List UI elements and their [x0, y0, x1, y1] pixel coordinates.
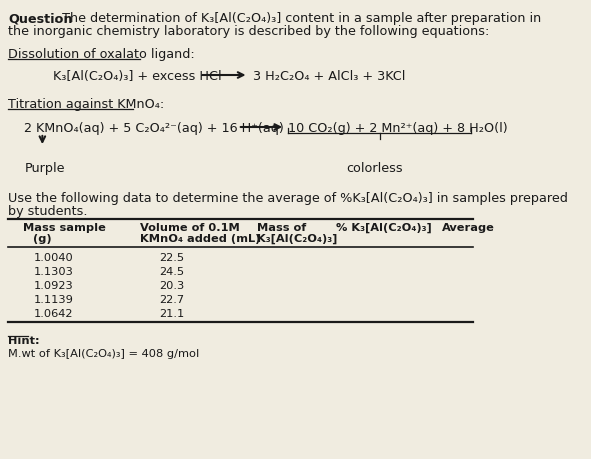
Text: 22.5: 22.5: [160, 252, 185, 263]
Text: KMnO₄ added (mL): KMnO₄ added (mL): [140, 234, 261, 243]
Text: Mass sample: Mass sample: [23, 223, 106, 233]
Text: . The determination of K₃[Al(C₂O₄)₃] content in a sample after preparation in: . The determination of K₃[Al(C₂O₄)₃] con…: [50, 12, 541, 25]
Text: K₃[Al(C₂O₄)₃]: K₃[Al(C₂O₄)₃]: [256, 234, 337, 244]
Text: colorless: colorless: [346, 162, 403, 174]
Text: Hint:: Hint:: [8, 335, 40, 345]
Text: Average: Average: [442, 223, 495, 233]
Text: 1.0040: 1.0040: [34, 252, 74, 263]
Text: 1.1303: 1.1303: [34, 266, 74, 276]
Text: Volume of 0.1M: Volume of 0.1M: [140, 223, 240, 233]
Text: Dissolution of oxalato ligand:: Dissolution of oxalato ligand:: [8, 48, 195, 61]
Text: % K₃[Al(C₂O₄)₃]: % K₃[Al(C₂O₄)₃]: [336, 223, 431, 233]
Text: 1.1139: 1.1139: [34, 294, 74, 304]
Text: 21.1: 21.1: [160, 308, 185, 318]
Text: 10 CO₂(g) + 2 Mn²⁺(aq) + 8 H₂O(l): 10 CO₂(g) + 2 Mn²⁺(aq) + 8 H₂O(l): [288, 122, 508, 134]
Text: 22.7: 22.7: [160, 294, 185, 304]
Text: Mass of: Mass of: [256, 223, 306, 233]
Text: Use the following data to determine the average of %K₃[Al(C₂O₄)₃] in samples pre: Use the following data to determine the …: [8, 191, 568, 205]
Text: 24.5: 24.5: [160, 266, 185, 276]
Text: (g): (g): [33, 234, 51, 243]
Text: 3 H₂C₂O₄ + AlCl₃ + 3KCl: 3 H₂C₂O₄ + AlCl₃ + 3KCl: [252, 70, 405, 83]
Text: the inorganic chemistry laboratory is described by the following equations:: the inorganic chemistry laboratory is de…: [8, 25, 489, 38]
Text: Purple: Purple: [24, 162, 65, 174]
Text: Question: Question: [8, 12, 73, 25]
Text: M.wt of K₃[Al(C₂O₄)₃] = 408 g/mol: M.wt of K₃[Al(C₂O₄)₃] = 408 g/mol: [8, 348, 199, 358]
Text: K₃[Al(C₂O₄)₃] + excess HCl: K₃[Al(C₂O₄)₃] + excess HCl: [53, 70, 222, 83]
Text: Titration against KMnO₄:: Titration against KMnO₄:: [8, 98, 164, 111]
Text: 1.0642: 1.0642: [34, 308, 74, 318]
Text: 20.3: 20.3: [160, 280, 185, 291]
Text: 1.0923: 1.0923: [34, 280, 74, 291]
Text: by students.: by students.: [8, 205, 87, 218]
Text: 2 KMnO₄(aq) + 5 C₂O₄²⁻(aq) + 16 H⁺(aq): 2 KMnO₄(aq) + 5 C₂O₄²⁻(aq) + 16 H⁺(aq): [24, 122, 284, 134]
